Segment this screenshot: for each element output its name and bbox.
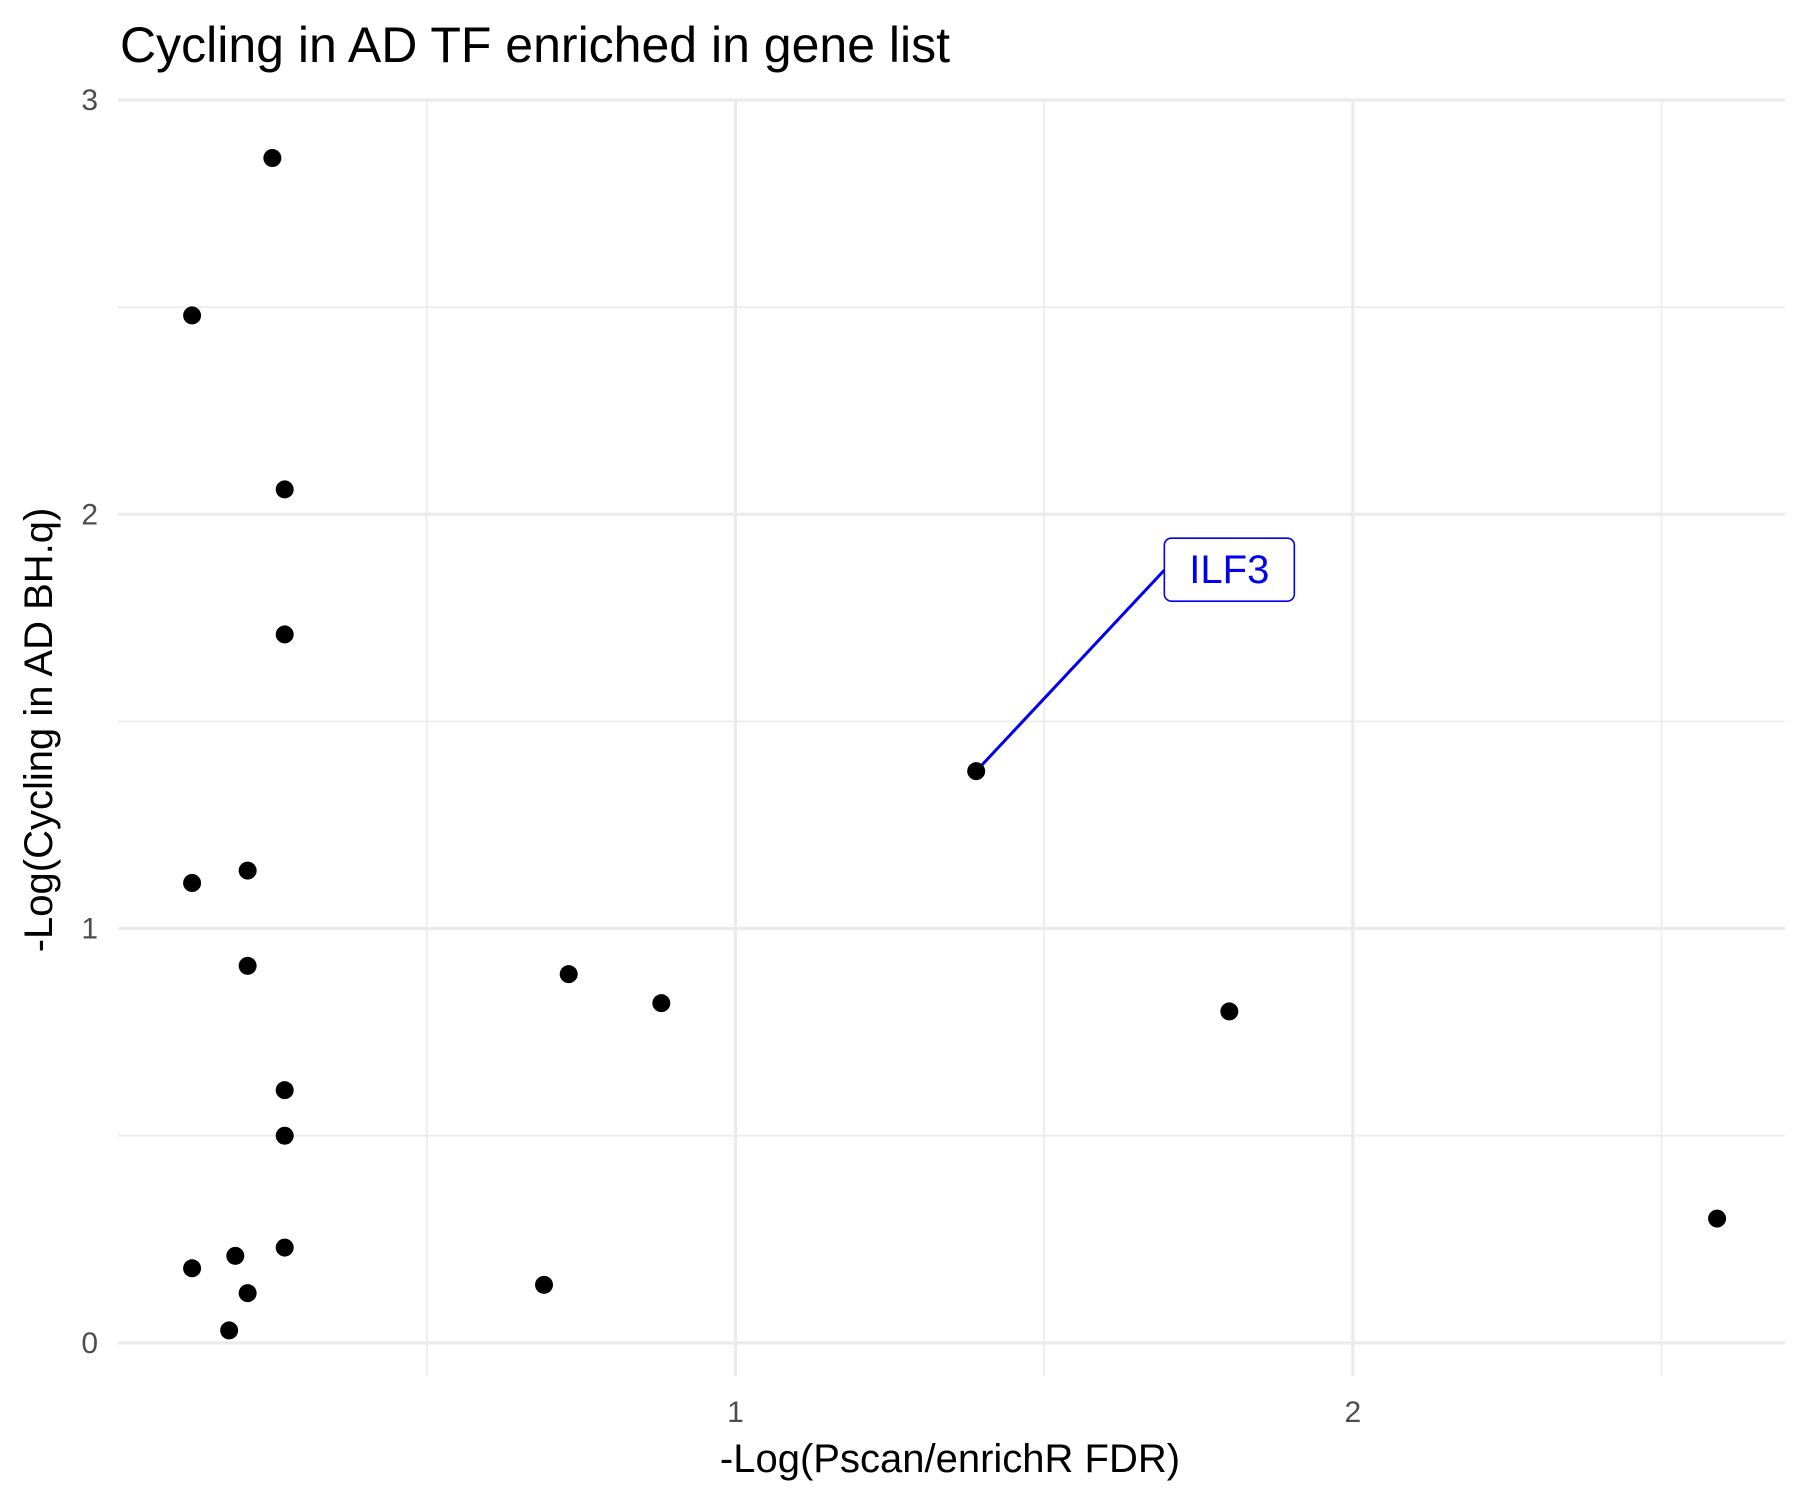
data-point — [238, 956, 257, 975]
y-axis-label: -Log(Cycling in AD BH.q) — [17, 508, 61, 953]
data-point — [275, 1081, 294, 1100]
data-points — [183, 149, 1727, 1340]
data-point — [183, 306, 202, 325]
x-axis-label: -Log(Pscan/enrichR FDR) — [720, 1437, 1180, 1481]
data-point — [183, 1259, 202, 1278]
data-point — [1220, 1002, 1239, 1021]
data-point — [183, 874, 202, 892]
data-point — [652, 994, 671, 1013]
y-tick-label: 1 — [81, 913, 98, 946]
data-point — [967, 762, 986, 781]
data-point — [238, 1284, 257, 1303]
x-tick-label: 2 — [1344, 1396, 1361, 1429]
data-point — [275, 625, 294, 644]
x-tick-label: 1 — [727, 1396, 744, 1429]
data-point — [238, 861, 257, 880]
annotation-leader-line — [975, 569, 1166, 773]
grid-lines — [118, 98, 1785, 1376]
y-tick-label: 0 — [81, 1327, 98, 1360]
y-tick-label: 2 — [81, 498, 98, 531]
data-point — [559, 965, 578, 984]
annotation-label: ILF3 — [1189, 548, 1269, 592]
data-point — [275, 1126, 294, 1145]
data-point — [275, 480, 294, 499]
data-point — [220, 1321, 239, 1340]
annotation-layer: ILF3 — [975, 537, 1296, 773]
data-point — [275, 1238, 294, 1257]
data-point — [535, 1275, 554, 1294]
chart-title: Cycling in AD TF enriched in gene list — [120, 17, 950, 73]
annotation-label-box — [1163, 537, 1296, 602]
y-tick-label: 3 — [81, 84, 98, 117]
data-point — [226, 1246, 245, 1265]
data-point — [1708, 1209, 1727, 1228]
data-point — [263, 149, 282, 167]
tick-labels: 0 1 2 3 1 2 — [81, 84, 1361, 1429]
